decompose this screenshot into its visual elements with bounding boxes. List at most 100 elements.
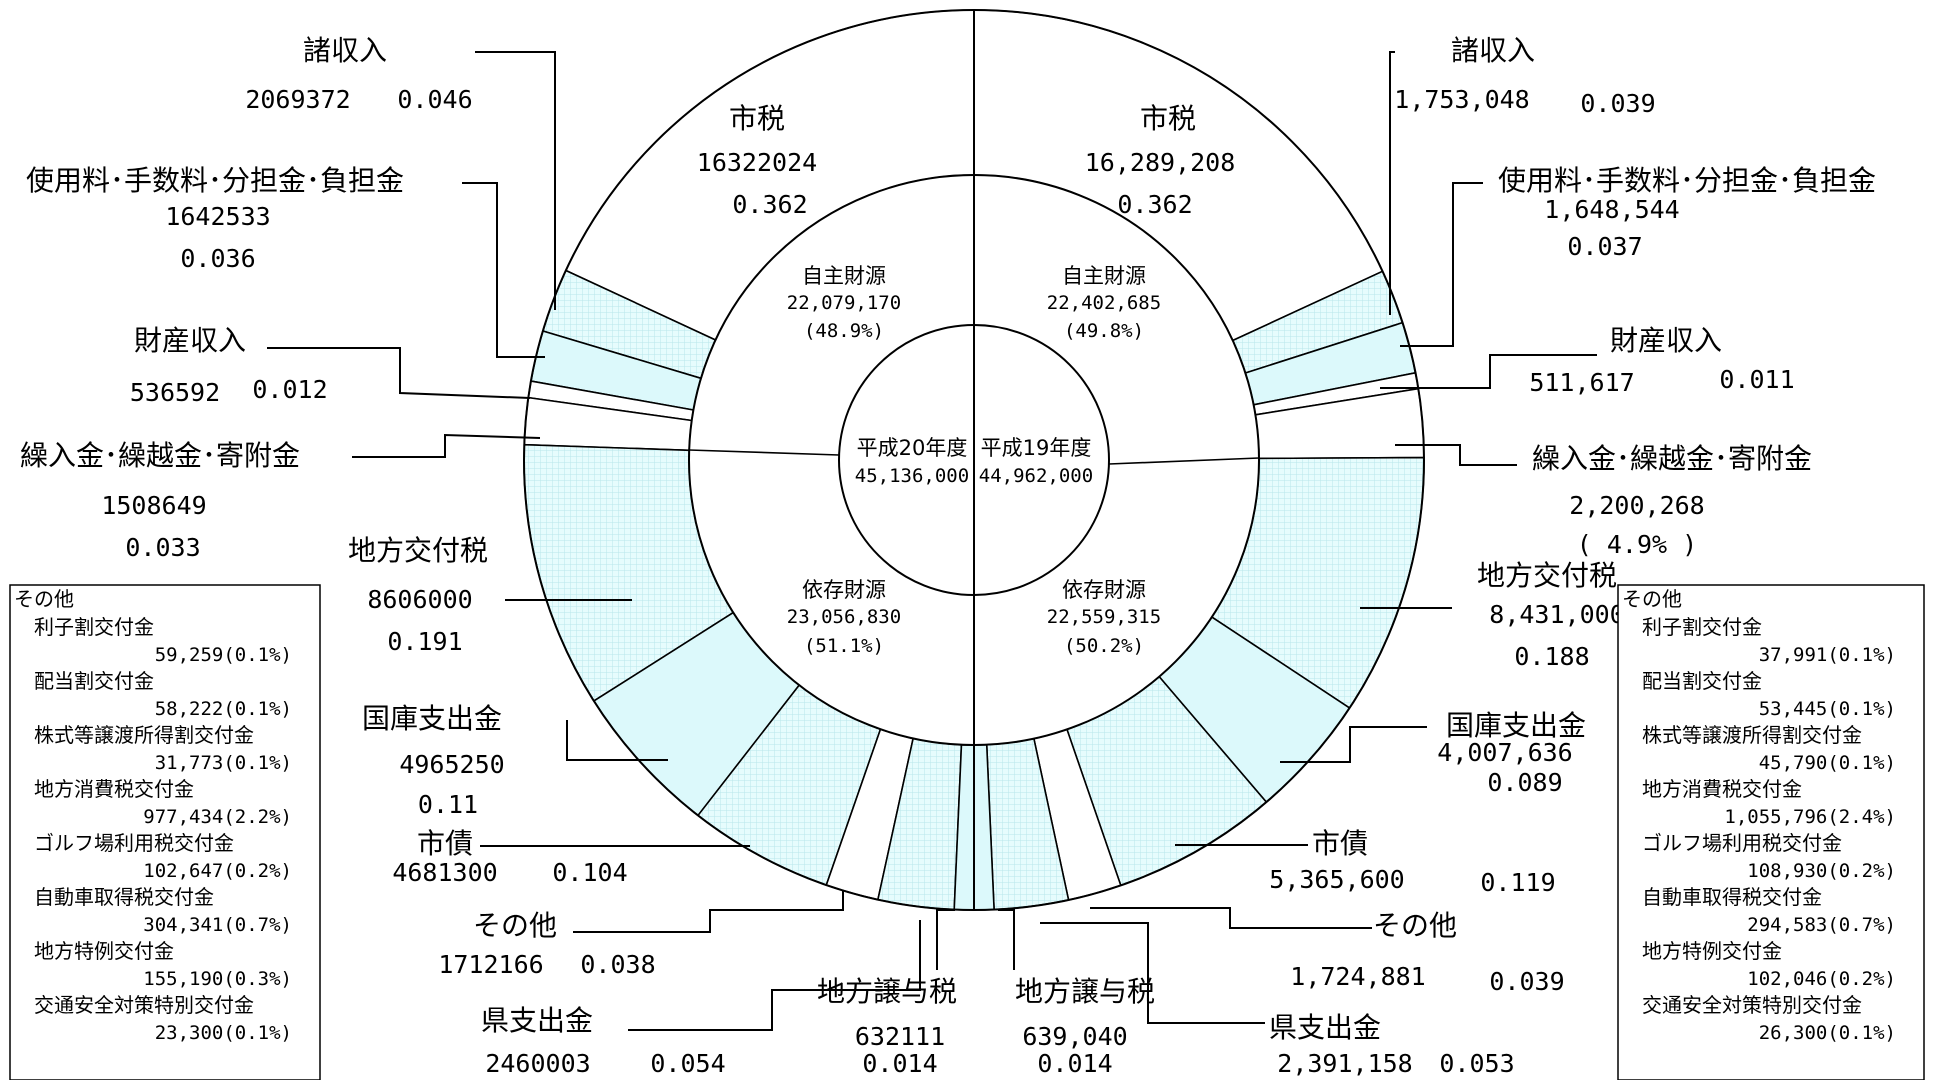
other-boxes: その他利子割交付金59,259(0.1%)配当割交付金58,222(0.1%)株… [9,584,1925,1080]
right-slice-1-value: 1,753,048 [1394,85,1529,114]
right-other-item-7-name: 交通安全対策特別交付金 [1642,993,1862,1017]
right-slice-4-ratio: ( 4.9% ) [1577,530,1697,559]
right-slice-0-ratio: 0.362 [1117,190,1192,219]
left-slice-0-ratio: 0.362 [732,190,807,219]
right-slice-1-ratio: 0.039 [1580,89,1655,118]
right-slice-2-ratio: 0.037 [1567,232,1642,261]
right-slice-6-ratio: 0.089 [1487,768,1562,797]
right-other-item-3-value: 1,055,796(2.4%) [1724,806,1896,828]
left-group-own-value: 22,079,170 [787,292,901,314]
left-other-item-5-value: 304,341(0.7%) [143,914,292,936]
right-other-item-4-name: ゴルフ場利用税交付金 [1642,831,1842,855]
leader-line-13 [1380,354,1597,389]
left-group-own-name: 自主財源 [802,264,886,288]
left-slice-7-ratio: 0.104 [552,858,627,887]
right-slice-7-value: 5,365,600 [1269,865,1404,894]
right-other-item-5-value: 294,583(0.7%) [1747,914,1896,936]
leader-line-14 [1395,444,1517,466]
left-other-item-7-name: 交通安全対策特別交付金 [34,993,254,1017]
left-slice-8-name: その他 [473,909,557,942]
right-other-item-0-value: 37,991(0.1%) [1759,644,1896,666]
left-slice-5-ratio: 0.191 [387,627,462,656]
right-slice-3-name: 財産収入 [1610,324,1722,357]
left-slice-3-name: 財産収入 [134,324,246,357]
slice-labels: 平成20年度 45,136,000 自主財源 22,079,170 (48.9%) 依存財… [20,34,1876,1078]
left-group-dep-name: 依存財源 [802,578,886,602]
left-other-item-1-name: 配当割交付金 [34,669,154,693]
left-slice-10-ratio: 0.014 [862,1049,937,1078]
left-other-box-title: その他 [14,587,74,611]
left-slice-2-ratio: 0.036 [180,244,255,273]
left-slice-4-value: 1508649 [101,491,206,520]
right-slice-0-value: 16,289,208 [1085,148,1236,177]
left-slice-8-ratio: 0.038 [580,950,655,979]
left-slice-2-name: 使用料･手数料･分担金･負担金 [26,164,404,197]
right-other-box-title: その他 [1622,587,1682,611]
right-slice-6-name: 国庫支出金 [1446,709,1586,742]
left-other-item-2-name: 株式等譲渡所得割交付金 [34,723,254,747]
right-slice-0-name: 市税 [1140,102,1196,135]
right-center-title: 平成19年度 [981,436,1092,460]
left-slice-7-name: 市債 [417,827,473,860]
left-center-total: 45,136,000 [855,465,969,487]
right-slice-9-value: 2,391,158 [1277,1049,1412,1078]
left-slice-0-name: 市税 [729,102,785,135]
left-slice-10-value: 632111 [855,1022,945,1051]
left-other-item-0-name: 利子割交付金 [34,615,154,639]
left-group-dep-value: 23,056,830 [787,606,901,628]
left-slice-5-value: 8606000 [367,585,472,614]
left-slice-4-name: 繰入金･繰越金･寄附金 [20,439,300,472]
left-other-box [9,584,321,1080]
right-other-item-2-name: 株式等譲渡所得割交付金 [1642,723,1862,747]
right-other-item-7-value: 26,300(0.1%) [1759,1022,1896,1044]
left-slice-3-value: 536592 [130,378,220,407]
right-slice-3-value: 511,617 [1529,368,1634,397]
left-slice-6-ratio: 0.11 [418,790,478,819]
leader-line-16 [1280,726,1427,763]
left-slice-9-ratio: 0.054 [650,1049,725,1078]
donut-slices [523,9,1425,911]
right-group-own-value: 22,402,685 [1047,292,1161,314]
leader-line-0 [475,51,556,310]
right-slice-4-value: 2,200,268 [1569,491,1704,520]
leader-line-3 [352,433,541,458]
right-group-divider [1108,457,1260,465]
right-group-dep-name: 依存財源 [1062,578,1146,602]
right-other-item-1-value: 53,445(0.1%) [1759,698,1896,720]
left-other-item-4-value: 102,647(0.2%) [143,860,292,882]
right-group-own-share: (49.8%) [1064,320,1144,342]
left-other-item-7-value: 23,300(0.1%) [155,1022,292,1044]
right-slice-1-name: 諸収入 [1451,34,1535,67]
right-other-item-6-name: 地方特例交付金 [1642,939,1782,963]
right-other-item-3-name: 地方消費税交付金 [1642,777,1802,801]
right-slice-7-name: 市債 [1312,827,1368,860]
leader-line-7 [573,890,844,933]
left-other-item-2-value: 31,773(0.1%) [155,752,292,774]
left-other-item-3-name: 地方消費税交付金 [34,777,194,801]
donut-rings [523,9,1425,911]
leader-line-12 [1400,182,1483,347]
right-slice-8-ratio: 0.039 [1489,967,1564,996]
leader-line-10 [998,909,1015,970]
left-slice-8-value: 1712166 [438,950,543,979]
right-slice-4-name: 繰入金･繰越金･寄附金 [1532,442,1812,475]
left-slice-10-name: 地方譲与税 [817,975,957,1008]
leader-line-5 [566,720,668,761]
right-slice-10-ratio: 0.014 [1037,1049,1112,1078]
left-slice-3-ratio: 0.012 [252,375,327,404]
left-slice-9-name: 県支出金 [481,1004,593,1037]
left-slice-7-value: 4681300 [392,858,497,887]
leader-line-19 [1040,922,1265,1024]
leader-line-8 [628,920,921,1031]
right-slice-8-name: その他 [1373,909,1457,942]
right-slice-5-value: 8,431,000 [1489,600,1624,629]
left-slice-1-name: 諸収入 [303,34,387,67]
right-group-dep-value: 22,559,315 [1047,606,1161,628]
right-slice-2-value: 1,648,544 [1544,195,1679,224]
left-group-own-share: (48.9%) [804,320,884,342]
left-other-item-5-name: 自動車取得税交付金 [34,885,214,909]
left-slice-1-value: 2069372 [245,85,350,114]
left-slice-9-value: 2460003 [485,1049,590,1078]
right-center-total: 44,962,000 [979,465,1093,487]
